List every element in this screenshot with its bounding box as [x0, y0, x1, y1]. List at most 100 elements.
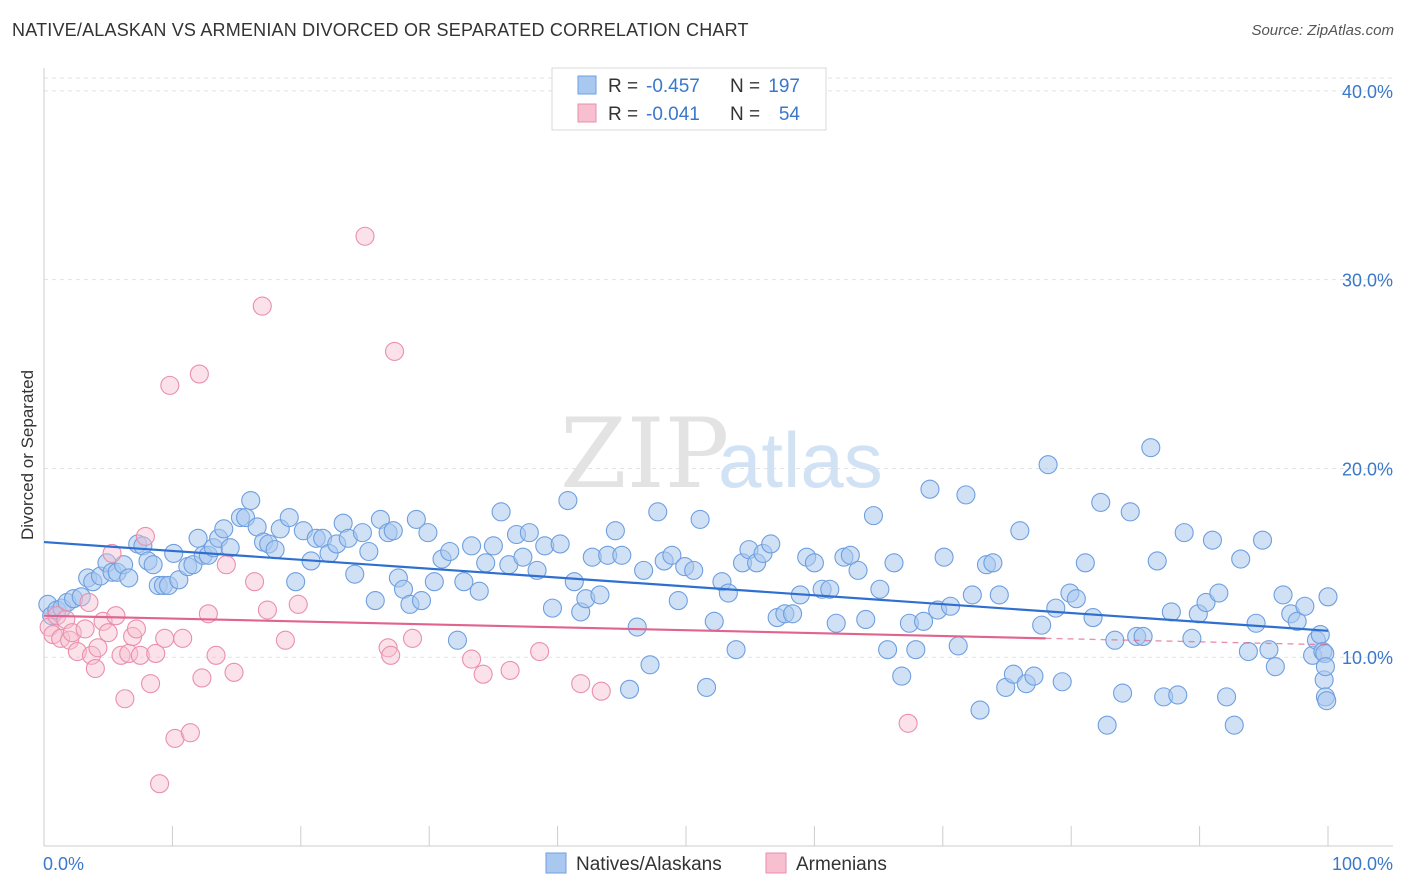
point-armenians	[60, 630, 80, 650]
bottom-legend-label-natives: Natives/Alaskans	[576, 854, 722, 875]
point-armenians	[85, 658, 105, 679]
legend-n-value-2: 54	[779, 104, 801, 125]
point-natives-alaskans	[878, 640, 898, 660]
x-tick-label-max: 100.0%	[1332, 854, 1393, 874]
point-natives-alaskans	[1161, 602, 1181, 622]
point-armenians	[88, 638, 108, 658]
point-natives-alaskans	[1141, 438, 1161, 458]
point-natives-alaskans	[286, 572, 306, 592]
point-armenians	[473, 664, 493, 684]
point-armenians	[102, 543, 122, 563]
point-natives-alaskans	[840, 545, 860, 565]
point-natives-alaskans	[1182, 628, 1202, 648]
point-armenians	[141, 674, 161, 694]
point-armenians	[224, 662, 244, 682]
point-armenians	[381, 645, 401, 665]
point-armenians	[591, 681, 611, 701]
point-natives-alaskans	[627, 617, 647, 637]
grid-lines	[44, 77, 1393, 658]
point-natives-alaskans	[1196, 592, 1216, 613]
point-natives-alaskans	[1209, 583, 1229, 603]
point-natives-alaskans	[119, 568, 139, 588]
watermark: ZIP atlas	[560, 398, 883, 510]
point-natives-alaskans	[940, 596, 961, 616]
y-tick-label: 30.0%	[1342, 271, 1393, 291]
point-armenians	[115, 689, 135, 709]
point-armenians	[192, 668, 212, 688]
correlation-legend: R = -0.457 N = 197 R = -0.041 N = 54	[551, 67, 827, 131]
legend-n-value-1: 197	[768, 76, 800, 97]
point-natives-alaskans	[513, 547, 533, 567]
point-natives-alaskans	[970, 700, 990, 720]
point-natives-alaskans	[279, 507, 299, 528]
point-armenians	[180, 723, 200, 743]
point-natives-alaskans	[1024, 666, 1044, 686]
point-armenians	[275, 630, 295, 650]
point-natives-alaskans	[1168, 685, 1188, 705]
point-natives-alaskans	[634, 560, 654, 580]
point-natives-alaskans	[1003, 664, 1023, 684]
point-natives-alaskans	[462, 536, 482, 556]
point-natives-alaskans	[696, 677, 717, 697]
point-natives-alaskans	[241, 490, 261, 511]
point-natives-alaskans	[1259, 640, 1279, 660]
point-natives-alaskans	[920, 479, 940, 499]
point-armenians	[530, 642, 550, 662]
point-natives-alaskans	[884, 553, 904, 573]
point-natives-alaskans	[440, 541, 460, 562]
point-natives-alaskans	[359, 541, 379, 562]
point-natives-alaskans	[1120, 502, 1140, 522]
point-natives-alaskans	[962, 585, 982, 605]
point-natives-alaskans	[1317, 691, 1337, 711]
trend-line-armenians-extension	[1045, 637, 1329, 646]
point-natives-alaskans	[906, 640, 926, 660]
point-natives-alaskans	[1287, 611, 1307, 631]
point-natives-alaskans	[406, 509, 426, 529]
point-natives-alaskans	[804, 553, 824, 573]
point-natives-alaskans	[1147, 551, 1167, 571]
point-natives-alaskans	[352, 523, 372, 543]
point-natives-alaskans	[892, 666, 912, 686]
y-tick-label: 20.0%	[1342, 459, 1393, 479]
point-natives-alaskans	[648, 502, 668, 522]
point-natives-alaskans	[418, 523, 438, 543]
series-legend: Natives/Alaskans Armenians	[545, 852, 887, 875]
point-armenians	[98, 623, 118, 643]
point-armenians	[135, 526, 155, 546]
point-natives-alaskans	[1273, 585, 1293, 605]
point-natives-alaskans	[345, 564, 365, 584]
point-armenians	[75, 619, 95, 639]
point-natives-alaskans	[476, 553, 496, 573]
legend-r-value-2: -0.041	[646, 104, 700, 125]
point-natives-alaskans	[718, 583, 738, 603]
point-natives-alaskans	[169, 570, 189, 590]
legend-r-label-1: R =	[608, 76, 638, 97]
point-natives-alaskans	[469, 581, 489, 601]
y-tick-labels: 10.0% 20.0% 30.0% 40.0%	[1342, 82, 1393, 668]
bottom-legend-swatch-natives	[545, 852, 567, 874]
bottom-legend-swatch-armenians	[765, 852, 787, 874]
point-armenians	[173, 628, 193, 648]
point-armenians	[155, 628, 175, 648]
chart-title: NATIVE/ALASKAN VS ARMENIAN DIVORCED OR S…	[12, 20, 749, 40]
point-armenians	[79, 592, 99, 613]
point-armenians	[898, 713, 918, 733]
point-armenians	[288, 594, 308, 614]
point-natives-alaskans	[761, 534, 781, 554]
trend-line-natives	[43, 540, 1329, 632]
point-armenians	[67, 642, 87, 662]
point-armenians	[126, 619, 146, 639]
point-armenians	[462, 649, 482, 669]
trend-lines	[43, 540, 1329, 646]
point-natives-alaskans	[619, 679, 640, 699]
point-natives-alaskans	[1083, 608, 1103, 628]
point-natives-alaskans	[1315, 657, 1335, 677]
point-natives-alaskans	[1295, 596, 1315, 616]
point-natives-alaskans	[383, 521, 403, 541]
point-natives-alaskans	[188, 528, 208, 548]
point-armenians	[355, 226, 375, 246]
point-natives-alaskans	[590, 585, 610, 605]
point-natives-alaskans	[1052, 672, 1072, 692]
point-natives-alaskans	[704, 611, 724, 631]
